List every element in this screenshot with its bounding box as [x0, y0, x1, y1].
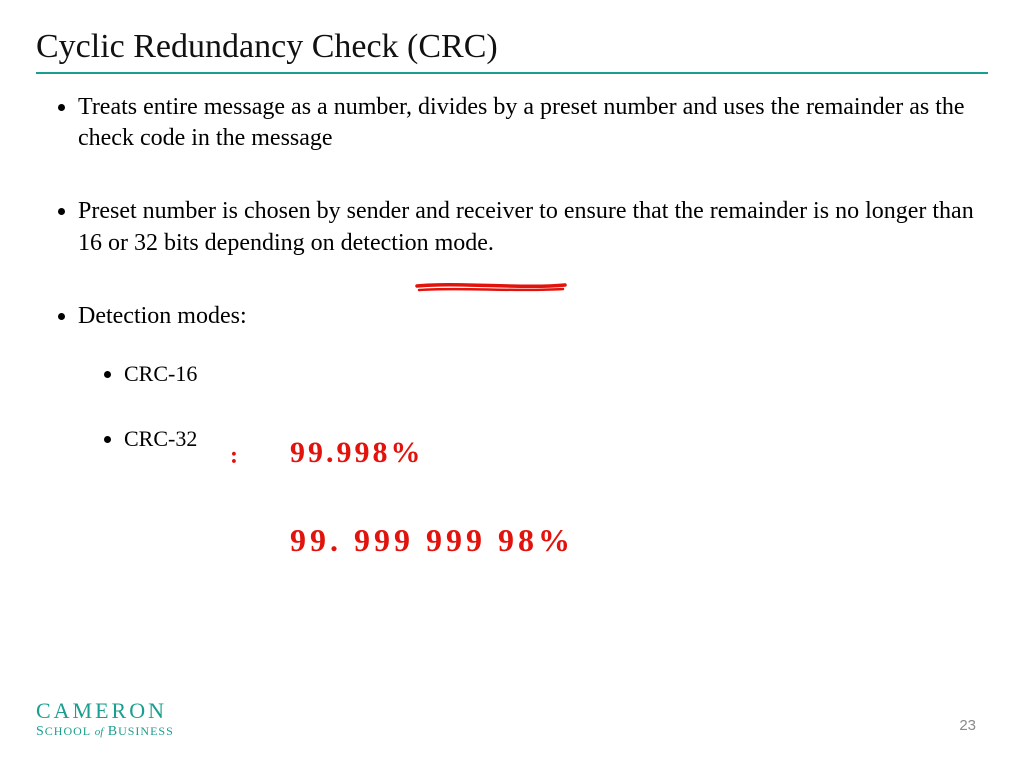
handwritten-crc32-value: 99. 999 999 98%	[290, 522, 574, 559]
handwritten-colon: :	[230, 443, 238, 470]
sub-bullet-crc32: CRC-32	[124, 425, 988, 454]
slide: Cyclic Redundancy Check (CRC) Treats ent…	[0, 0, 1024, 768]
bullet-1: Treats entire message as a number, divid…	[78, 92, 988, 154]
sub-bullet-crc16: CRC-16	[124, 360, 988, 389]
page-number: 23	[959, 717, 976, 734]
bullet-2-pre: Preset number is chosen by sender and re…	[78, 198, 974, 224]
handwritten-crc16-value: 99.998%	[290, 436, 424, 470]
footer-line2: SCHOOL of BUSINESS	[36, 724, 174, 740]
footer-line1: CAMERON	[36, 698, 174, 724]
bullet-2-post: depending on detection mode.	[199, 230, 494, 256]
page-title: Cyclic Redundancy Check (CRC)	[36, 28, 988, 74]
footer-logo: CAMERON SCHOOL of BUSINESS	[36, 698, 174, 740]
bullet-2: Preset number is chosen by sender and re…	[78, 196, 988, 258]
handwritten-underline	[415, 280, 575, 294]
bullet-list: Treats entire message as a number, divid…	[78, 92, 988, 453]
bullet-3: Detection modes: CRC-16 CRC-32	[78, 301, 988, 453]
bullet-2-underlined: 16 or 32 bits	[78, 230, 199, 256]
bullet-3-label: Detection modes:	[78, 303, 247, 329]
sub-bullet-list: CRC-16 CRC-32	[124, 360, 988, 453]
